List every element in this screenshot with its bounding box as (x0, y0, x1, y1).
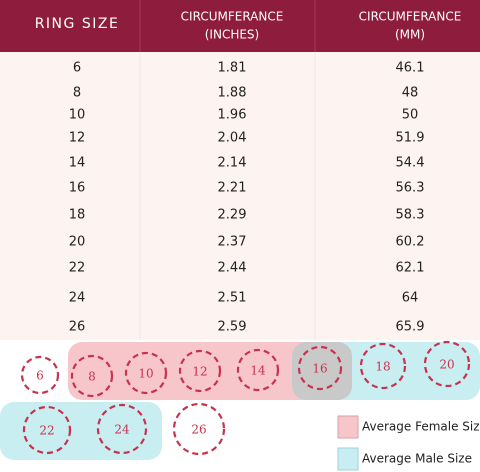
ring-size-label: 24 (114, 423, 130, 437)
legend-label: Average Male Size (362, 452, 472, 466)
table-cell: 10 (69, 108, 86, 123)
table-cell: 26 (69, 320, 86, 335)
ring-circle (96, 403, 148, 455)
column-header: CIRCUMFERANCE (181, 10, 284, 24)
overlap-band (292, 342, 352, 400)
ring-circle (172, 402, 226, 456)
table-cell: 64 (402, 291, 419, 306)
ring-circle (236, 348, 280, 392)
table-cell: 60.2 (396, 235, 425, 250)
ring-size-label: 8 (88, 370, 96, 384)
table-cell: 1.96 (218, 108, 247, 123)
ring-circle (297, 345, 343, 391)
legend-swatch (337, 447, 359, 471)
ring-circle (22, 405, 72, 455)
table-cell: 2.37 (218, 235, 247, 250)
legend-label: Average Female Size (362, 420, 480, 434)
table-cell: 22 (69, 261, 86, 276)
female-band (68, 342, 358, 400)
table-cell: 2.59 (218, 320, 247, 335)
table-cell: 16 (69, 181, 86, 196)
ring-size-label: 18 (375, 360, 390, 374)
table-cell: 2.14 (218, 156, 247, 171)
table-cell: 8 (73, 86, 81, 101)
table-cell: 18 (69, 208, 86, 223)
table-cell: 14 (69, 156, 86, 171)
table-cell: 1.81 (218, 61, 247, 76)
table-cell: 54.4 (396, 156, 425, 171)
column-header: CIRCUMFERANCE (359, 10, 462, 24)
table-cell: 12 (69, 131, 86, 146)
table-cell: 50 (402, 108, 419, 123)
legend-swatch (337, 415, 359, 439)
table-body (0, 52, 480, 340)
table-cell: 2.51 (218, 291, 247, 306)
table-cell: 2.44 (218, 261, 247, 276)
ring-size-label: 16 (312, 362, 327, 376)
table-cell: 62.1 (396, 261, 425, 276)
table-cell: 65.9 (396, 320, 425, 335)
ring-circle (359, 342, 407, 390)
table-cell: 20 (69, 235, 86, 250)
ring-size-label: 6 (36, 369, 44, 383)
ring-circle (178, 349, 222, 393)
column-header: (INCHES) (205, 28, 259, 42)
table-cell: 24 (69, 291, 86, 306)
ring-circle (20, 355, 60, 395)
column-header: (MM) (395, 28, 425, 42)
table-cell: 6 (73, 61, 81, 76)
table-cell: 56.3 (396, 181, 425, 196)
table-cell: 58.3 (396, 208, 425, 223)
ring-size-label: 14 (250, 364, 266, 378)
ring-size-label: 26 (191, 423, 206, 437)
ring-circle (124, 351, 168, 395)
column-header: RING SIZE (35, 16, 120, 32)
table-cell: 2.29 (218, 208, 247, 223)
table-cell: 46.1 (396, 61, 425, 76)
table-cell: 48 (402, 86, 419, 101)
table-cell: 51.9 (396, 131, 425, 146)
ring-circle (70, 354, 114, 398)
male-band (0, 402, 162, 460)
ring-size-label: 10 (138, 367, 153, 381)
ring-circle (423, 340, 471, 388)
ring-size-label: 12 (192, 365, 207, 379)
header-band (0, 0, 480, 52)
table-cell: 1.88 (218, 86, 247, 101)
ring-size-label: 22 (39, 424, 54, 438)
ring-size-label: 20 (439, 358, 454, 372)
table-cell: 2.04 (218, 131, 247, 146)
table-cell: 2.21 (218, 181, 247, 196)
